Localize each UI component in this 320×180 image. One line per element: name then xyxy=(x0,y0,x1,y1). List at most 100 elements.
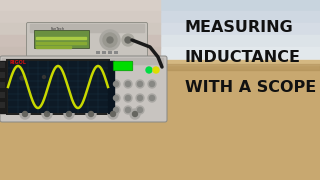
Circle shape xyxy=(86,109,96,119)
Circle shape xyxy=(89,111,93,116)
Bar xyxy=(0,119,160,132)
Circle shape xyxy=(108,109,118,119)
Text: MEASURING: MEASURING xyxy=(185,21,294,35)
Bar xyxy=(0,82,5,88)
Bar xyxy=(108,61,114,113)
Bar xyxy=(0,59,160,72)
Circle shape xyxy=(136,94,144,102)
FancyBboxPatch shape xyxy=(113,61,133,71)
Circle shape xyxy=(136,80,144,88)
Circle shape xyxy=(132,111,138,116)
Bar xyxy=(160,83,320,96)
Bar xyxy=(0,107,160,120)
Bar xyxy=(0,35,160,48)
Bar xyxy=(160,155,320,168)
Bar xyxy=(102,51,106,54)
Circle shape xyxy=(103,33,117,47)
Bar xyxy=(108,51,112,54)
Circle shape xyxy=(18,74,26,82)
Bar xyxy=(0,143,160,156)
Bar xyxy=(8,61,108,113)
Circle shape xyxy=(136,106,144,114)
Circle shape xyxy=(125,82,131,87)
Bar xyxy=(160,35,320,48)
Circle shape xyxy=(114,82,118,87)
Circle shape xyxy=(20,109,30,119)
Bar xyxy=(160,131,320,144)
Text: WITH A SCOPE: WITH A SCOPE xyxy=(185,80,316,96)
Circle shape xyxy=(114,96,118,100)
Circle shape xyxy=(148,80,156,88)
Bar xyxy=(30,24,144,32)
Circle shape xyxy=(130,109,140,119)
Bar xyxy=(160,167,320,180)
Circle shape xyxy=(15,71,29,85)
Bar xyxy=(0,102,5,108)
Circle shape xyxy=(112,94,120,102)
Bar xyxy=(0,92,5,98)
Bar xyxy=(160,107,320,120)
Circle shape xyxy=(146,67,152,73)
Bar xyxy=(160,47,320,60)
Bar xyxy=(0,0,160,12)
Circle shape xyxy=(38,71,50,83)
FancyBboxPatch shape xyxy=(27,22,148,64)
Bar xyxy=(0,62,320,180)
Bar xyxy=(160,0,320,12)
Bar xyxy=(0,72,5,78)
Bar xyxy=(0,155,160,168)
Circle shape xyxy=(112,80,120,88)
Bar xyxy=(160,119,320,132)
FancyBboxPatch shape xyxy=(0,56,167,122)
Circle shape xyxy=(125,96,131,100)
Circle shape xyxy=(44,111,50,116)
Bar xyxy=(0,61,6,113)
Circle shape xyxy=(114,107,118,112)
Circle shape xyxy=(125,107,131,112)
Bar xyxy=(2,58,163,64)
Circle shape xyxy=(138,82,142,87)
Bar xyxy=(114,51,118,54)
Circle shape xyxy=(100,30,120,50)
Bar xyxy=(0,47,160,60)
Circle shape xyxy=(110,111,116,116)
Circle shape xyxy=(149,96,155,100)
Bar xyxy=(0,95,160,108)
Circle shape xyxy=(112,106,120,114)
Circle shape xyxy=(153,67,159,73)
Bar xyxy=(36,37,86,39)
Bar xyxy=(160,59,320,72)
Circle shape xyxy=(22,111,28,116)
Circle shape xyxy=(107,37,113,43)
Bar xyxy=(160,71,320,84)
Circle shape xyxy=(125,37,131,43)
Bar xyxy=(160,23,320,36)
Circle shape xyxy=(41,73,47,80)
Circle shape xyxy=(124,106,132,114)
Bar xyxy=(160,95,320,108)
Circle shape xyxy=(149,82,155,87)
Bar xyxy=(0,167,160,180)
Circle shape xyxy=(124,94,132,102)
Circle shape xyxy=(43,75,45,78)
Circle shape xyxy=(138,96,142,100)
Bar xyxy=(96,51,100,54)
Bar xyxy=(0,131,160,144)
Bar xyxy=(0,64,320,70)
Text: FunTech: FunTech xyxy=(51,27,65,31)
Bar xyxy=(0,11,160,24)
Circle shape xyxy=(64,109,74,119)
Bar xyxy=(160,11,320,24)
Bar xyxy=(0,83,160,96)
Circle shape xyxy=(42,109,52,119)
Text: RIGOL: RIGOL xyxy=(10,60,27,65)
Circle shape xyxy=(148,94,156,102)
Bar xyxy=(34,30,89,48)
Circle shape xyxy=(138,107,142,112)
Bar xyxy=(36,42,86,44)
Bar xyxy=(0,60,320,65)
Circle shape xyxy=(124,80,132,88)
Circle shape xyxy=(122,34,134,46)
Bar xyxy=(0,62,5,68)
Circle shape xyxy=(67,111,71,116)
